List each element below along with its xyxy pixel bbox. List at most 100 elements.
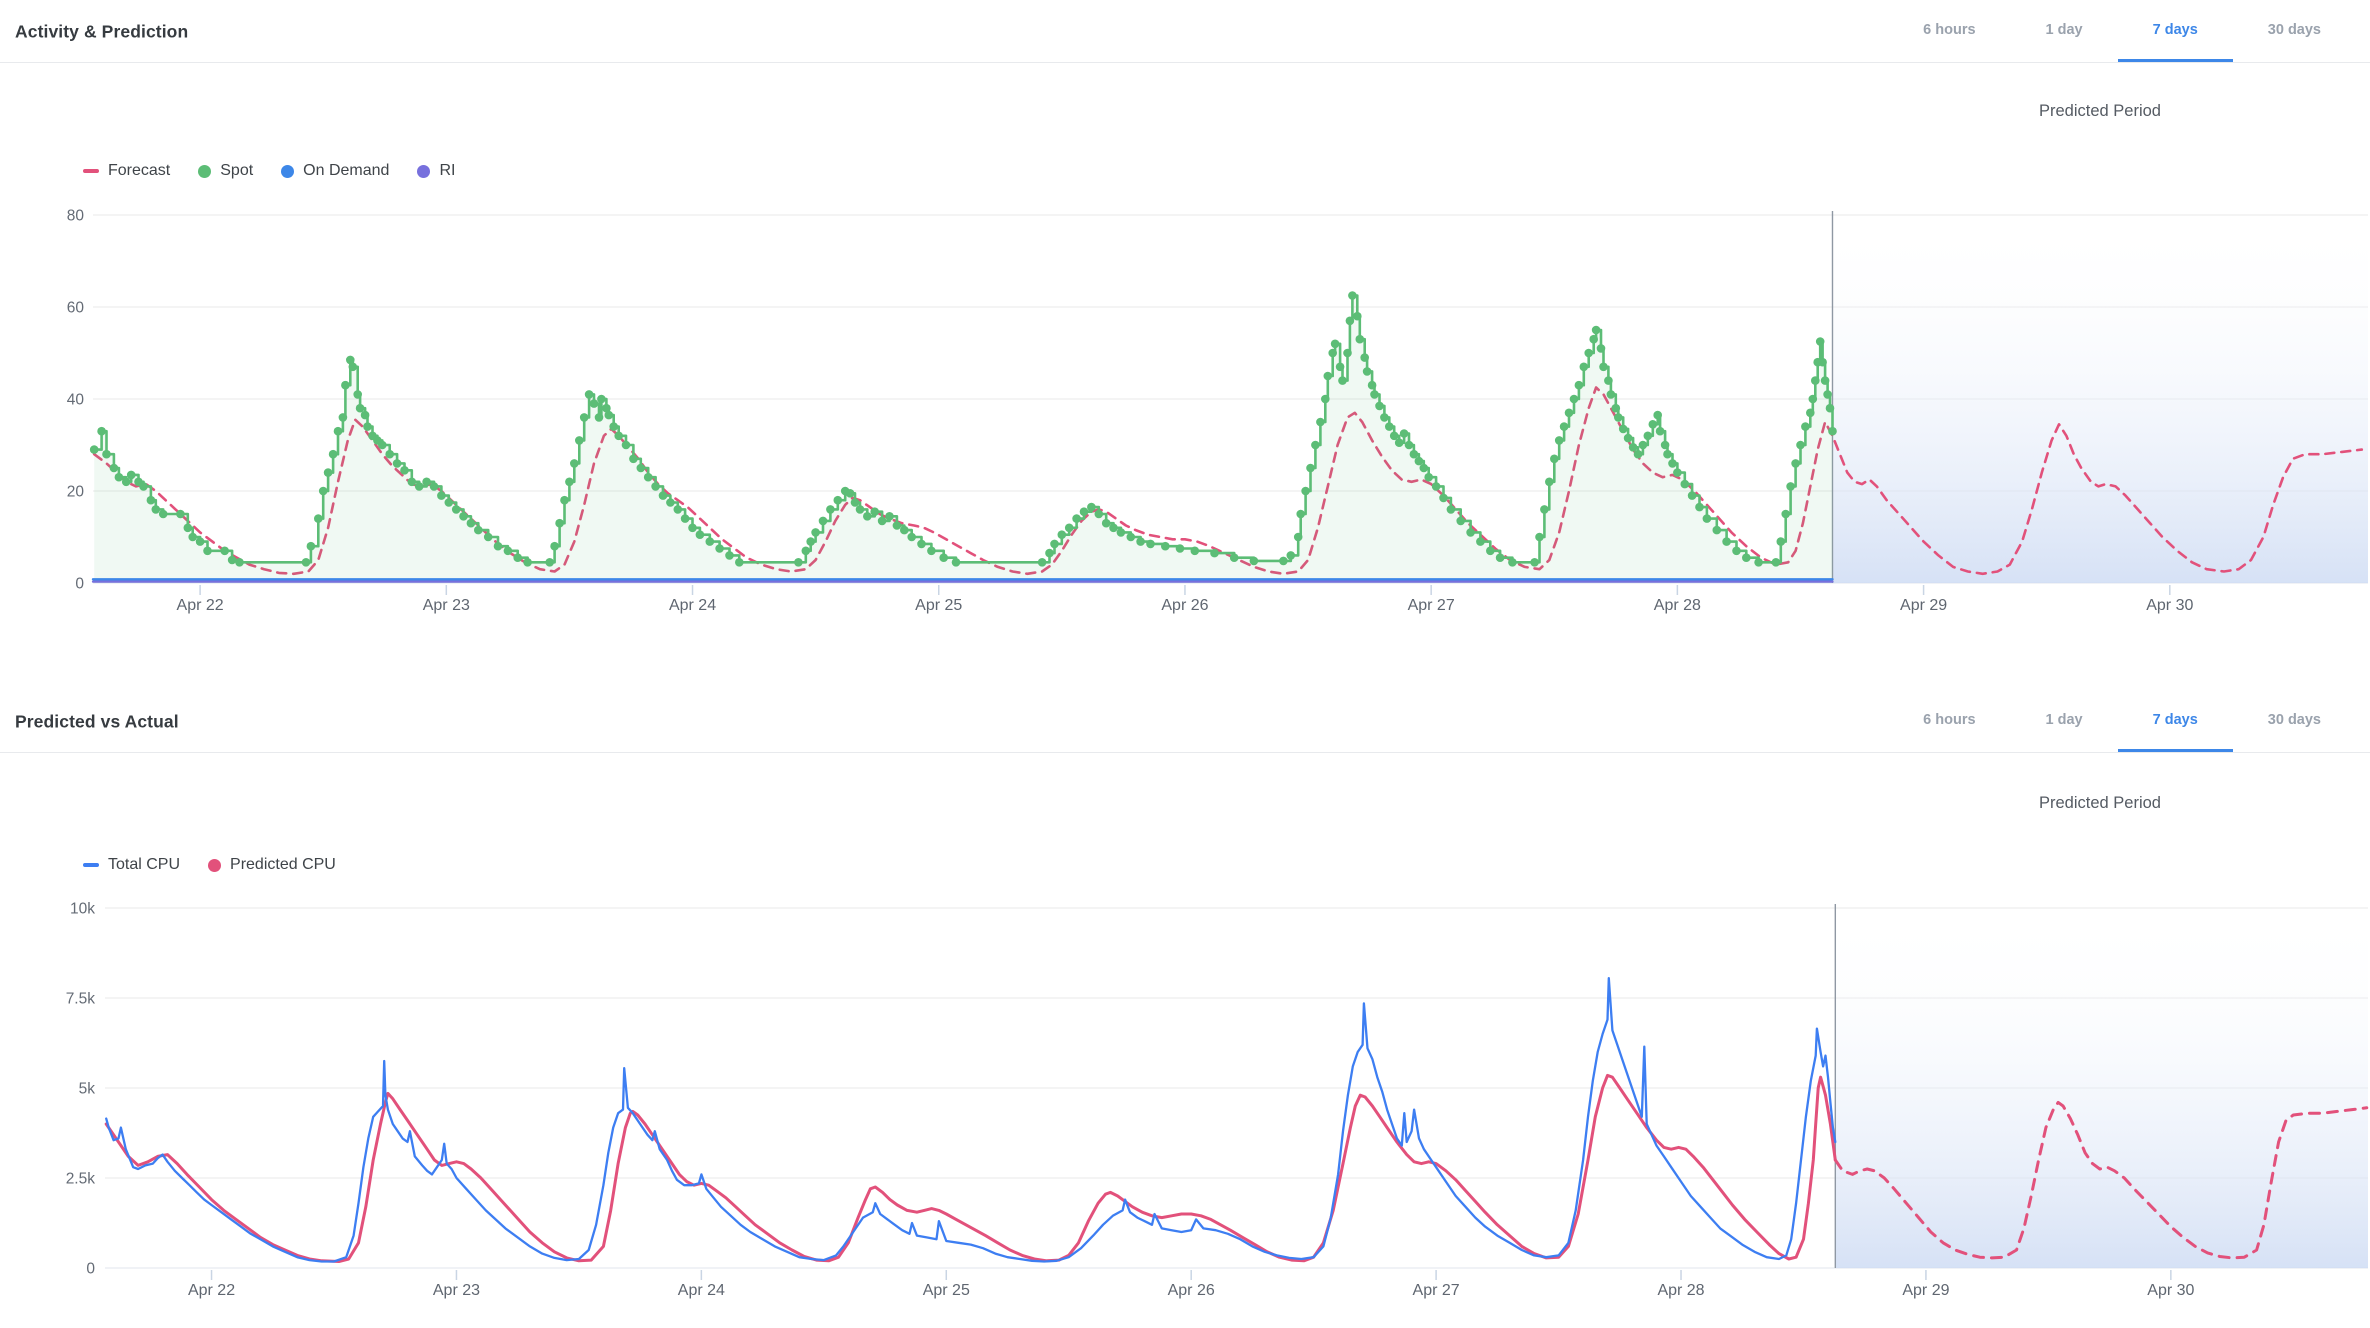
series-spot-marker: [1355, 334, 1365, 344]
series-spot-marker: [1618, 424, 1628, 434]
legend-activity-prediction: Forecast Spot On Demand RI: [83, 158, 455, 184]
tab-7-days[interactable]: 7 days: [2117, 0, 2233, 63]
series-spot-marker: [1101, 518, 1111, 528]
series-spot-marker: [353, 390, 363, 399]
series-spot-marker: [1486, 546, 1495, 556]
series-spot-marker: [341, 380, 350, 390]
series-spot-marker: [658, 491, 668, 500]
ri-marker-icon: [417, 164, 431, 178]
y-axis-label: 2.5k: [66, 1171, 96, 1188]
series-spot-marker: [1559, 422, 1569, 431]
series-spot-marker: [1673, 468, 1682, 477]
series-spot-marker: [176, 509, 185, 519]
series-spot-marker: [636, 463, 646, 473]
legend-item-total-cpu[interactable]: Total CPU: [83, 856, 180, 874]
series-spot-marker: [1663, 449, 1672, 459]
x-axis-label: Apr 27: [1413, 1282, 1460, 1299]
series-spot-marker: [673, 505, 683, 514]
predicted-vs-actual-chart[interactable]: 0 2.5k 5k 7.5k 10k Apr 22 Apr 23 Apr 24 Apr 25 Ap…: [0, 878, 2370, 1310]
series-spot-marker: [414, 482, 424, 491]
series-spot-marker: [1820, 376, 1830, 385]
legend-label: Predicted CPU: [230, 856, 336, 873]
tab-6-hours[interactable]: 6 hours: [1923, 21, 1976, 38]
series-spot-marker: [877, 516, 887, 526]
x-axis-label: Apr 30: [2146, 597, 2193, 614]
series-spot-marker: [1362, 367, 1372, 376]
series-spot-marker: [1550, 454, 1559, 464]
series-spot-marker: [1409, 449, 1419, 459]
series-spot-marker: [1589, 334, 1598, 344]
legend-label: Spot: [220, 162, 254, 179]
series-spot-marker: [1050, 539, 1059, 549]
series-spot-marker: [1385, 422, 1394, 431]
series-spot-marker: [555, 518, 564, 528]
series-spot-marker: [1367, 380, 1377, 390]
series-spot-marker: [1087, 502, 1096, 512]
series-spot-marker: [183, 523, 193, 533]
tab-1-day[interactable]: 1 day: [2045, 711, 2083, 728]
series-spot-marker: [1655, 426, 1665, 436]
legend-item-ri[interactable]: RI: [417, 162, 455, 180]
spot-marker-icon: [198, 164, 212, 178]
series-spot-marker: [1037, 558, 1047, 567]
series-spot-marker: [378, 440, 387, 450]
series-spot-marker: [1643, 431, 1653, 441]
series-spot-marker: [806, 537, 815, 546]
tab-30-days[interactable]: 30 days: [2267, 21, 2321, 38]
series-spot-marker: [1732, 546, 1741, 556]
tab-7-days[interactable]: 7 days: [2117, 690, 2233, 753]
series-predicted-cpu-forecast-line: [1833, 1100, 2369, 1260]
series-spot-marker: [1554, 436, 1564, 445]
tab-1-day[interactable]: 1 day: [2045, 21, 2083, 38]
series-spot-marker: [220, 546, 229, 556]
legend-item-forecast[interactable]: Forecast: [83, 162, 170, 180]
forecast-marker-icon: [83, 169, 99, 173]
series-spot-marker: [885, 512, 894, 521]
activity-prediction-chart[interactable]: 0 20 40 60 80 Apr 22 Apr 23 Apr 24 Apr 25 Apr 26 A…: [0, 190, 2370, 622]
series-spot-marker: [1079, 507, 1089, 516]
series-spot-marker: [1094, 509, 1104, 519]
series-spot-marker: [146, 495, 156, 505]
series-spot-marker: [1604, 376, 1613, 385]
series-spot-marker: [459, 512, 468, 521]
series-spot-marker: [1695, 502, 1704, 512]
series-spot-marker: [1161, 541, 1170, 551]
series-spot-marker: [1306, 463, 1315, 473]
series-spot-marker: [1296, 509, 1305, 519]
series-spot-marker: [725, 551, 734, 560]
tab-30-days[interactable]: 30 days: [2267, 711, 2321, 728]
legend-item-predicted-cpu[interactable]: Predicted CPU: [208, 856, 336, 874]
series-spot-marker: [97, 426, 106, 436]
series-spot-marker: [1109, 523, 1118, 533]
series-spot-marker: [1815, 337, 1825, 346]
legend-item-on-demand[interactable]: On Demand: [281, 162, 389, 180]
series-spot-area: [94, 295, 1833, 583]
series-spot-marker: [1712, 525, 1722, 535]
predicted-vs-actual-header: Predicted vs Actual 6 hours 1 day 7 days 30…: [0, 690, 2370, 753]
series-spot-marker: [355, 403, 365, 413]
series-spot-marker: [609, 422, 618, 431]
series-spot-marker: [1591, 325, 1601, 335]
legend-item-spot[interactable]: Spot: [198, 162, 253, 180]
series-spot-marker: [1742, 553, 1751, 562]
series-spot-marker: [629, 454, 638, 464]
x-axis-label: Apr 27: [1408, 597, 1455, 614]
series-spot-marker: [1825, 403, 1835, 413]
series-spot-marker: [1540, 505, 1549, 514]
x-axis-label: Apr 28: [1654, 597, 1701, 614]
series-spot-marker: [437, 491, 446, 500]
series-spot-marker: [444, 498, 454, 507]
series-spot-marker: [1606, 390, 1616, 399]
tab-6-hours[interactable]: 6 hours: [1923, 711, 1976, 728]
x-axis-label: Apr 22: [188, 1282, 235, 1299]
series-spot-marker: [346, 355, 355, 365]
series-spot-marker: [545, 558, 554, 567]
series-spot-marker: [621, 440, 631, 450]
series-spot-marker: [584, 390, 594, 399]
series-spot-marker: [151, 505, 161, 514]
series-spot-marker: [1628, 443, 1638, 452]
series-spot-marker: [855, 505, 865, 514]
series-spot-marker: [951, 558, 961, 567]
series-spot-marker: [1530, 558, 1539, 567]
series-spot-marker: [1321, 394, 1330, 404]
